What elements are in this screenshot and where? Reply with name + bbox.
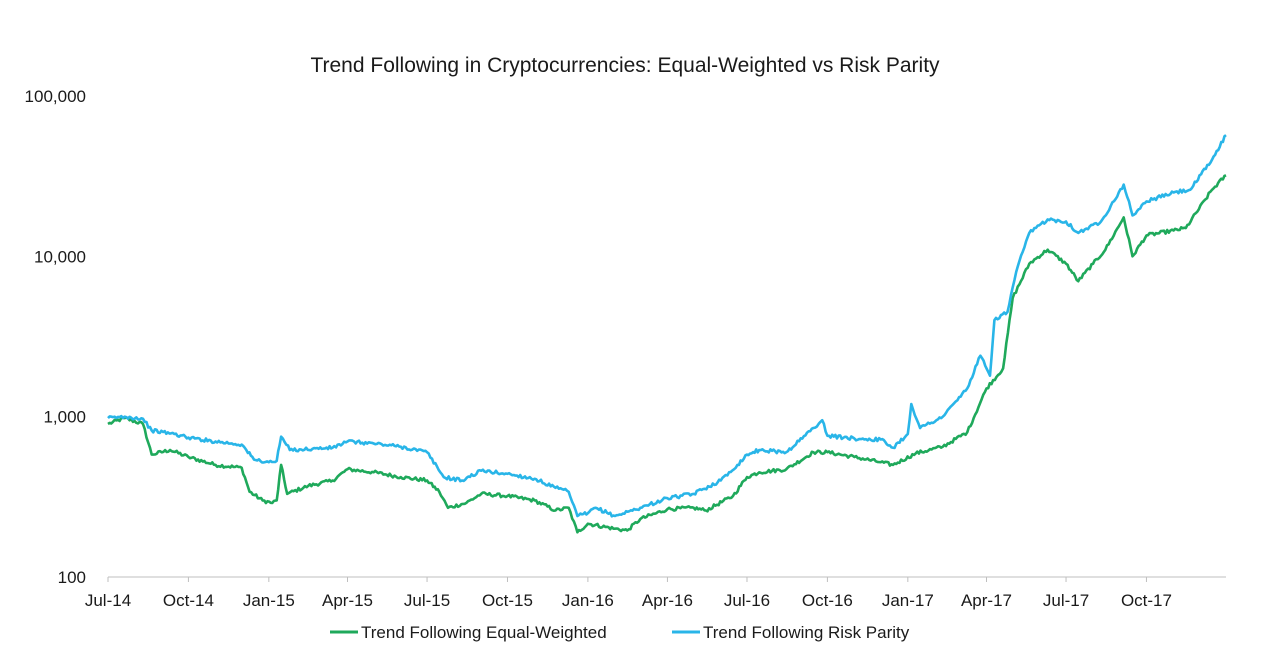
x-axis: Jul-14 Oct-14 Jan-15 Apr-15 Jul-15 Oct-15 Jan-…: [85, 577, 1172, 610]
x-tick-label: Oct-15: [482, 591, 533, 610]
x-tick-label: Apr-17: [961, 591, 1012, 610]
series-group: [107, 134, 1227, 534]
legend-label: Trend Following Equal-Weighted: [361, 623, 607, 642]
x-tick-label: Jan-15: [243, 591, 295, 610]
x-tick-label: Apr-15: [322, 591, 373, 610]
series-line-risk-parity: [107, 134, 1227, 518]
y-tick-label: 100: [58, 568, 86, 587]
x-tick-label: Jul-16: [724, 591, 770, 610]
x-tick-label: Oct-17: [1121, 591, 1172, 610]
legend-label: Trend Following Risk Parity: [703, 623, 910, 642]
x-tick-label: Jul-14: [85, 591, 131, 610]
x-tick-label: Oct-14: [163, 591, 214, 610]
x-tick-label: Jul-15: [404, 591, 450, 610]
x-tick-label: Jan-17: [882, 591, 934, 610]
series-line-equal-weighted: [107, 174, 1227, 534]
legend: Trend Following Equal-Weighted Trend Foll…: [330, 623, 910, 642]
x-tick-label: Jul-17: [1043, 591, 1089, 610]
y-tick-label: 10,000: [34, 247, 86, 266]
y-tick-label: 1,000: [43, 408, 86, 427]
x-tick-label: Jan-16: [562, 591, 614, 610]
chart-title: Trend Following in Cryptocurrencies: Equ…: [310, 54, 940, 77]
x-tick-label: Oct-16: [802, 591, 853, 610]
y-tick-label: 100,000: [25, 87, 86, 106]
x-tick-label: Apr-16: [642, 591, 693, 610]
y-axis: 100 1,000 10,000 100,000: [25, 87, 86, 587]
